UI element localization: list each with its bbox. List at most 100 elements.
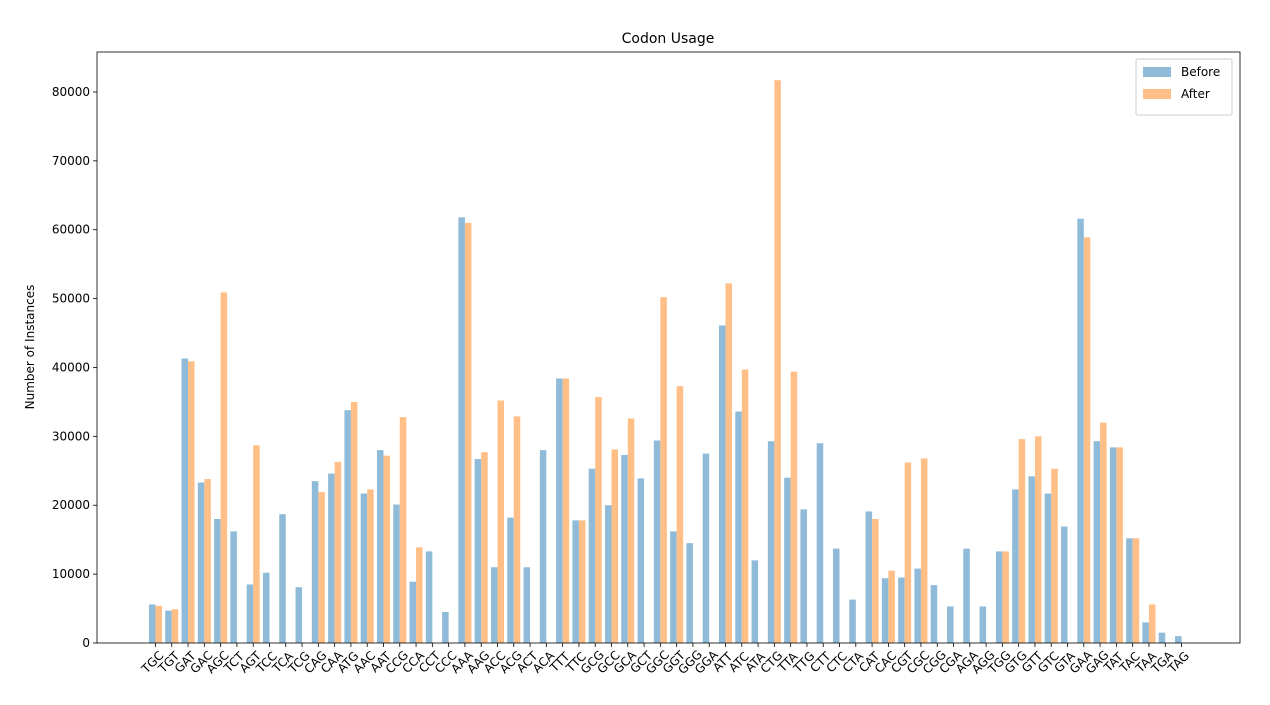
plot-frame (96, 51, 1241, 644)
bar (393, 504, 400, 643)
bar (1061, 526, 1068, 643)
y-tick-label: 20000 (52, 498, 90, 512)
bar (790, 371, 798, 643)
y-tick-label: 10000 (52, 567, 90, 581)
bar (1044, 493, 1052, 643)
bar (350, 401, 358, 643)
bar (995, 551, 1003, 643)
bar (702, 453, 710, 643)
bar (621, 454, 628, 643)
bar (311, 481, 319, 643)
bar (1034, 436, 1042, 643)
legend-swatch (1143, 67, 1171, 77)
bar (595, 397, 602, 643)
bar (425, 551, 433, 643)
bar (1100, 422, 1107, 643)
bar (1132, 538, 1140, 643)
bar (262, 572, 270, 643)
bar (676, 386, 684, 643)
bar (165, 610, 172, 643)
y-tick-label: 50000 (52, 292, 90, 306)
bar (220, 292, 228, 643)
bar (1148, 604, 1156, 643)
bar (849, 599, 856, 643)
bar (181, 358, 189, 643)
legend-swatch (1143, 89, 1171, 99)
bar (416, 547, 423, 643)
bar (735, 411, 742, 643)
bar (507, 517, 514, 643)
bar (660, 297, 667, 643)
bar (497, 400, 505, 643)
bar (637, 478, 645, 643)
bar (197, 482, 205, 643)
y-tick-label: 40000 (52, 360, 90, 374)
bar (246, 584, 254, 643)
bar (604, 505, 612, 643)
bar (872, 519, 879, 643)
bar (963, 548, 970, 643)
bar (328, 473, 335, 643)
bar (562, 378, 570, 643)
bar (1109, 447, 1117, 643)
legend-label: After (1181, 87, 1210, 101)
bar (578, 520, 586, 643)
bar (1012, 489, 1019, 643)
bar (360, 493, 368, 643)
bar (1175, 636, 1182, 643)
bar (556, 378, 563, 643)
bar (318, 492, 325, 643)
bar (1018, 439, 1026, 643)
bar (367, 489, 374, 643)
bar (399, 417, 407, 643)
y-tick-label: 70000 (52, 154, 90, 168)
bar (1028, 476, 1035, 643)
bar (334, 461, 342, 643)
bar (1051, 468, 1058, 643)
bar (513, 416, 521, 643)
bar (611, 449, 619, 643)
bar (253, 445, 260, 643)
bar (1083, 237, 1091, 643)
bar (279, 514, 286, 643)
bar (204, 479, 211, 643)
bar (539, 450, 547, 643)
bar (383, 455, 390, 643)
bar (904, 462, 912, 643)
bar (171, 609, 179, 643)
bar (344, 410, 351, 643)
bar (725, 283, 733, 643)
bar (774, 80, 781, 643)
bar (588, 468, 596, 643)
bar (741, 369, 749, 643)
bar (295, 587, 303, 643)
bar (1077, 218, 1084, 643)
bar (188, 361, 195, 643)
bar (376, 450, 384, 643)
bar (230, 531, 237, 643)
bar (947, 606, 954, 643)
bar (888, 570, 895, 643)
bar (490, 567, 498, 643)
bar (784, 477, 791, 643)
chart-title: Codon Usage (622, 31, 715, 47)
y-tick-label: 80000 (52, 85, 90, 99)
bar (458, 217, 465, 643)
bar (464, 222, 472, 643)
bar (832, 548, 840, 643)
bar (1142, 622, 1149, 643)
bar (148, 604, 156, 643)
bar (1093, 441, 1101, 643)
y-tick-label: 60000 (52, 223, 90, 237)
bar (898, 577, 905, 643)
bar (979, 606, 987, 643)
bar (523, 567, 531, 643)
bar (627, 418, 635, 643)
bar (155, 605, 162, 643)
bar (214, 519, 221, 643)
legend-label: Before (1181, 65, 1220, 79)
y-tick-label: 30000 (52, 429, 90, 443)
bar (718, 325, 726, 643)
